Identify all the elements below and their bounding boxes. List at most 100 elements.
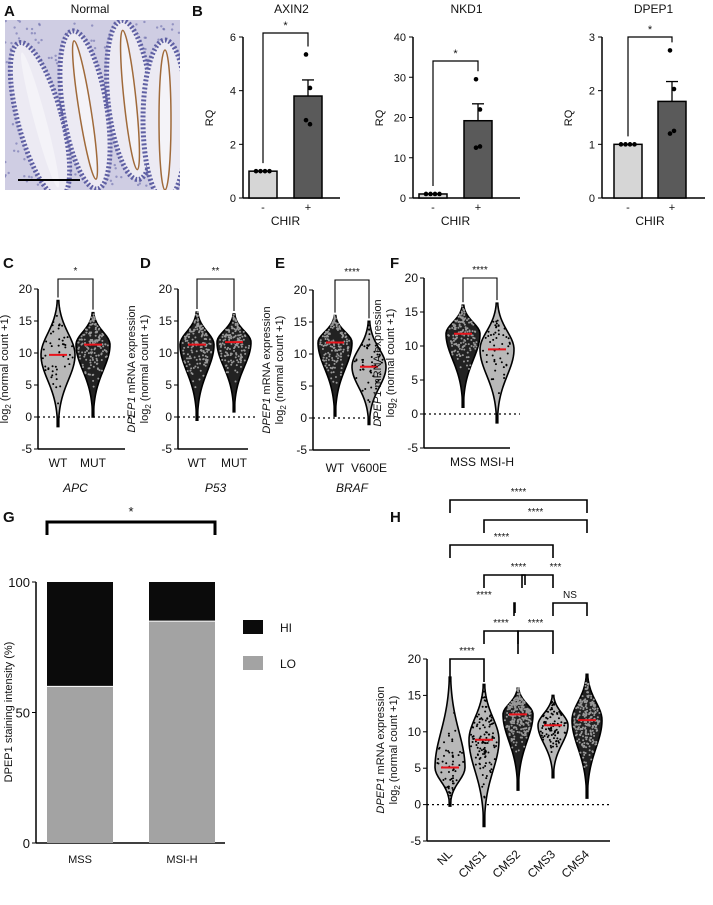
y-axis-label-line2: log2 (normal count +1) bbox=[139, 315, 153, 424]
data-point bbox=[592, 704, 595, 707]
data-point bbox=[519, 718, 522, 721]
data-point bbox=[588, 754, 591, 757]
data-point bbox=[584, 710, 587, 713]
data-point bbox=[594, 707, 597, 710]
y-axis-label-line2: log2 (normal count +1) bbox=[0, 315, 13, 424]
data-point bbox=[232, 315, 235, 318]
data-point bbox=[478, 718, 481, 721]
data-point bbox=[590, 736, 593, 739]
data-point bbox=[499, 357, 502, 360]
data-point bbox=[481, 785, 484, 788]
y-tick-label: 2 bbox=[230, 139, 236, 151]
data-point bbox=[454, 319, 457, 322]
data-point bbox=[224, 335, 227, 338]
y-tick-label: 10 bbox=[405, 339, 419, 353]
nucleus bbox=[170, 28, 174, 31]
data-point bbox=[488, 720, 491, 723]
data-point bbox=[187, 360, 190, 363]
data-point bbox=[590, 696, 593, 699]
data-point bbox=[224, 359, 227, 362]
data-point bbox=[189, 329, 192, 332]
data-point bbox=[348, 339, 351, 342]
data-point bbox=[555, 743, 558, 746]
data-point bbox=[583, 715, 586, 718]
data-point bbox=[92, 320, 95, 323]
y-tick-label: 0 bbox=[25, 410, 32, 424]
data-point bbox=[204, 364, 207, 367]
data-point bbox=[452, 337, 455, 340]
data-point bbox=[462, 760, 465, 763]
data-point bbox=[473, 145, 479, 150]
data-point bbox=[202, 358, 205, 361]
data-point bbox=[557, 741, 560, 744]
data-point bbox=[85, 349, 88, 352]
data-point bbox=[455, 779, 458, 782]
label-text: mRNA expression bbox=[261, 306, 273, 397]
data-point bbox=[355, 359, 358, 362]
nucleus bbox=[30, 32, 34, 35]
data-point bbox=[512, 720, 515, 723]
data-point bbox=[490, 768, 493, 771]
data-point bbox=[346, 340, 349, 343]
data-point bbox=[541, 727, 544, 730]
data-point bbox=[463, 311, 466, 314]
data-point bbox=[337, 345, 340, 348]
data-point bbox=[516, 719, 519, 722]
data-point bbox=[456, 354, 459, 357]
image-title: Normal bbox=[71, 2, 110, 16]
data-point bbox=[463, 322, 466, 325]
data-point bbox=[517, 705, 520, 708]
data-point bbox=[489, 769, 492, 772]
data-point bbox=[204, 333, 207, 336]
data-point bbox=[583, 701, 586, 704]
data-point bbox=[479, 756, 482, 759]
data-point bbox=[228, 336, 231, 339]
data-point bbox=[529, 720, 532, 723]
significance-label: * bbox=[283, 20, 288, 32]
data-point bbox=[575, 707, 578, 710]
data-point bbox=[590, 694, 593, 697]
data-point bbox=[51, 365, 54, 368]
data-point bbox=[236, 344, 239, 347]
data-point bbox=[234, 380, 237, 383]
data-point bbox=[331, 345, 334, 348]
data-point bbox=[210, 351, 213, 354]
data-point bbox=[452, 324, 455, 327]
data-point bbox=[342, 348, 345, 351]
data-point bbox=[494, 324, 497, 327]
data-point bbox=[521, 711, 524, 714]
significance-bracket bbox=[483, 574, 554, 588]
data-point bbox=[451, 763, 454, 766]
data-point bbox=[516, 693, 519, 696]
data-point bbox=[590, 733, 593, 736]
data-point bbox=[342, 342, 345, 345]
data-point bbox=[464, 317, 467, 320]
data-point bbox=[200, 328, 203, 331]
y-tick-label: 100 bbox=[8, 575, 30, 590]
x-tick-label: - bbox=[431, 202, 435, 214]
data-point bbox=[495, 337, 498, 340]
data-point bbox=[548, 738, 551, 741]
label-sub: 2 bbox=[144, 404, 153, 409]
data-point bbox=[94, 334, 97, 337]
data-point bbox=[333, 346, 336, 349]
data-point bbox=[584, 761, 587, 764]
data-point bbox=[583, 761, 586, 764]
nucleus bbox=[27, 175, 31, 178]
data-point bbox=[458, 353, 461, 356]
data-point bbox=[513, 704, 516, 707]
data-point bbox=[94, 347, 97, 350]
data-point bbox=[369, 369, 372, 372]
data-point bbox=[549, 716, 552, 719]
data-point bbox=[497, 329, 500, 332]
data-point bbox=[557, 717, 560, 720]
data-point bbox=[505, 335, 508, 338]
data-point bbox=[219, 338, 222, 341]
data-point bbox=[487, 335, 490, 338]
data-point bbox=[447, 794, 450, 797]
data-point bbox=[510, 730, 513, 733]
data-point bbox=[457, 326, 460, 329]
data-point bbox=[550, 727, 553, 730]
data-point bbox=[321, 335, 324, 338]
